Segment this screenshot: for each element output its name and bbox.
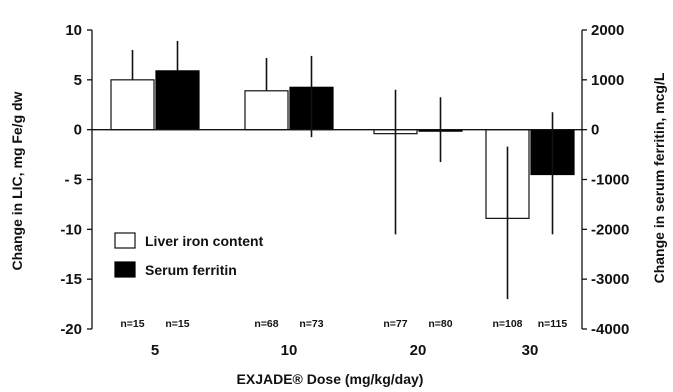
x-axis-title: EXJADE® Dose (mg/kg/day)	[237, 371, 424, 387]
y-tick-label: -10	[60, 221, 82, 238]
y2-tick-label: -4000	[591, 321, 629, 338]
y2-tick-label: -2000	[591, 221, 629, 238]
legend-label-serum-ferritin: Serum ferritin	[145, 262, 237, 278]
y-axis-title: Change in LIC, mg Fe/g dw	[9, 91, 25, 270]
bar-liver-iron	[110, 79, 155, 131]
axes-layer	[87, 29, 587, 330]
bars-layer	[110, 70, 575, 219]
bar-serum-ferritin	[155, 70, 200, 131]
y-tick-label: 5	[74, 72, 82, 89]
n-label-liver-iron: n=15	[120, 318, 144, 330]
n-label-liver-iron: n=108	[492, 318, 522, 330]
y-tick-label: -20	[60, 321, 82, 338]
tick-labels-layer: 10 5 0 - 5 -10 -15 -20 2000 1000 0 -1000 -2000 -3000…	[60, 22, 629, 359]
n-label-serum-ferritin: n=80	[428, 318, 452, 330]
y2-tick-label: -3000	[591, 271, 629, 288]
y-tick-label: 0	[74, 122, 82, 139]
y2-tick-label: 2000	[591, 22, 624, 39]
legend-swatch-serum-ferritin	[114, 261, 136, 278]
x-tick-label: 30	[522, 342, 539, 359]
n-label-liver-iron: n=68	[254, 318, 278, 330]
legend: Liver iron content Serum ferritin	[114, 232, 264, 278]
y-tick-label: - 5	[64, 172, 82, 189]
legend-label-liver-iron: Liver iron content	[145, 233, 264, 249]
x-tick-label: 10	[281, 342, 298, 359]
n-label-serum-ferritin: n=15	[165, 318, 189, 330]
y2-axis-title: Change in serum ferritin, mcg/L	[651, 72, 667, 283]
n-label-liver-iron: n=77	[383, 318, 407, 330]
bar-liver-iron	[244, 90, 289, 131]
y2-tick-label: 0	[591, 122, 599, 139]
n-label-serum-ferritin: n=115	[538, 318, 568, 330]
y2-tick-label: 1000	[591, 72, 624, 89]
legend-swatch-liver-iron	[114, 232, 136, 249]
sample-size-labels-layer: n=15 n=15 n=68 n=73 n=77 n=80 n=108 n=115	[120, 318, 567, 330]
y-tick-label: 10	[65, 22, 82, 39]
x-tick-label: 5	[151, 342, 159, 359]
y-tick-label: -15	[60, 271, 82, 288]
y2-tick-label: -1000	[591, 172, 629, 189]
x-tick-label: 20	[410, 342, 427, 359]
n-label-serum-ferritin: n=73	[299, 318, 323, 330]
